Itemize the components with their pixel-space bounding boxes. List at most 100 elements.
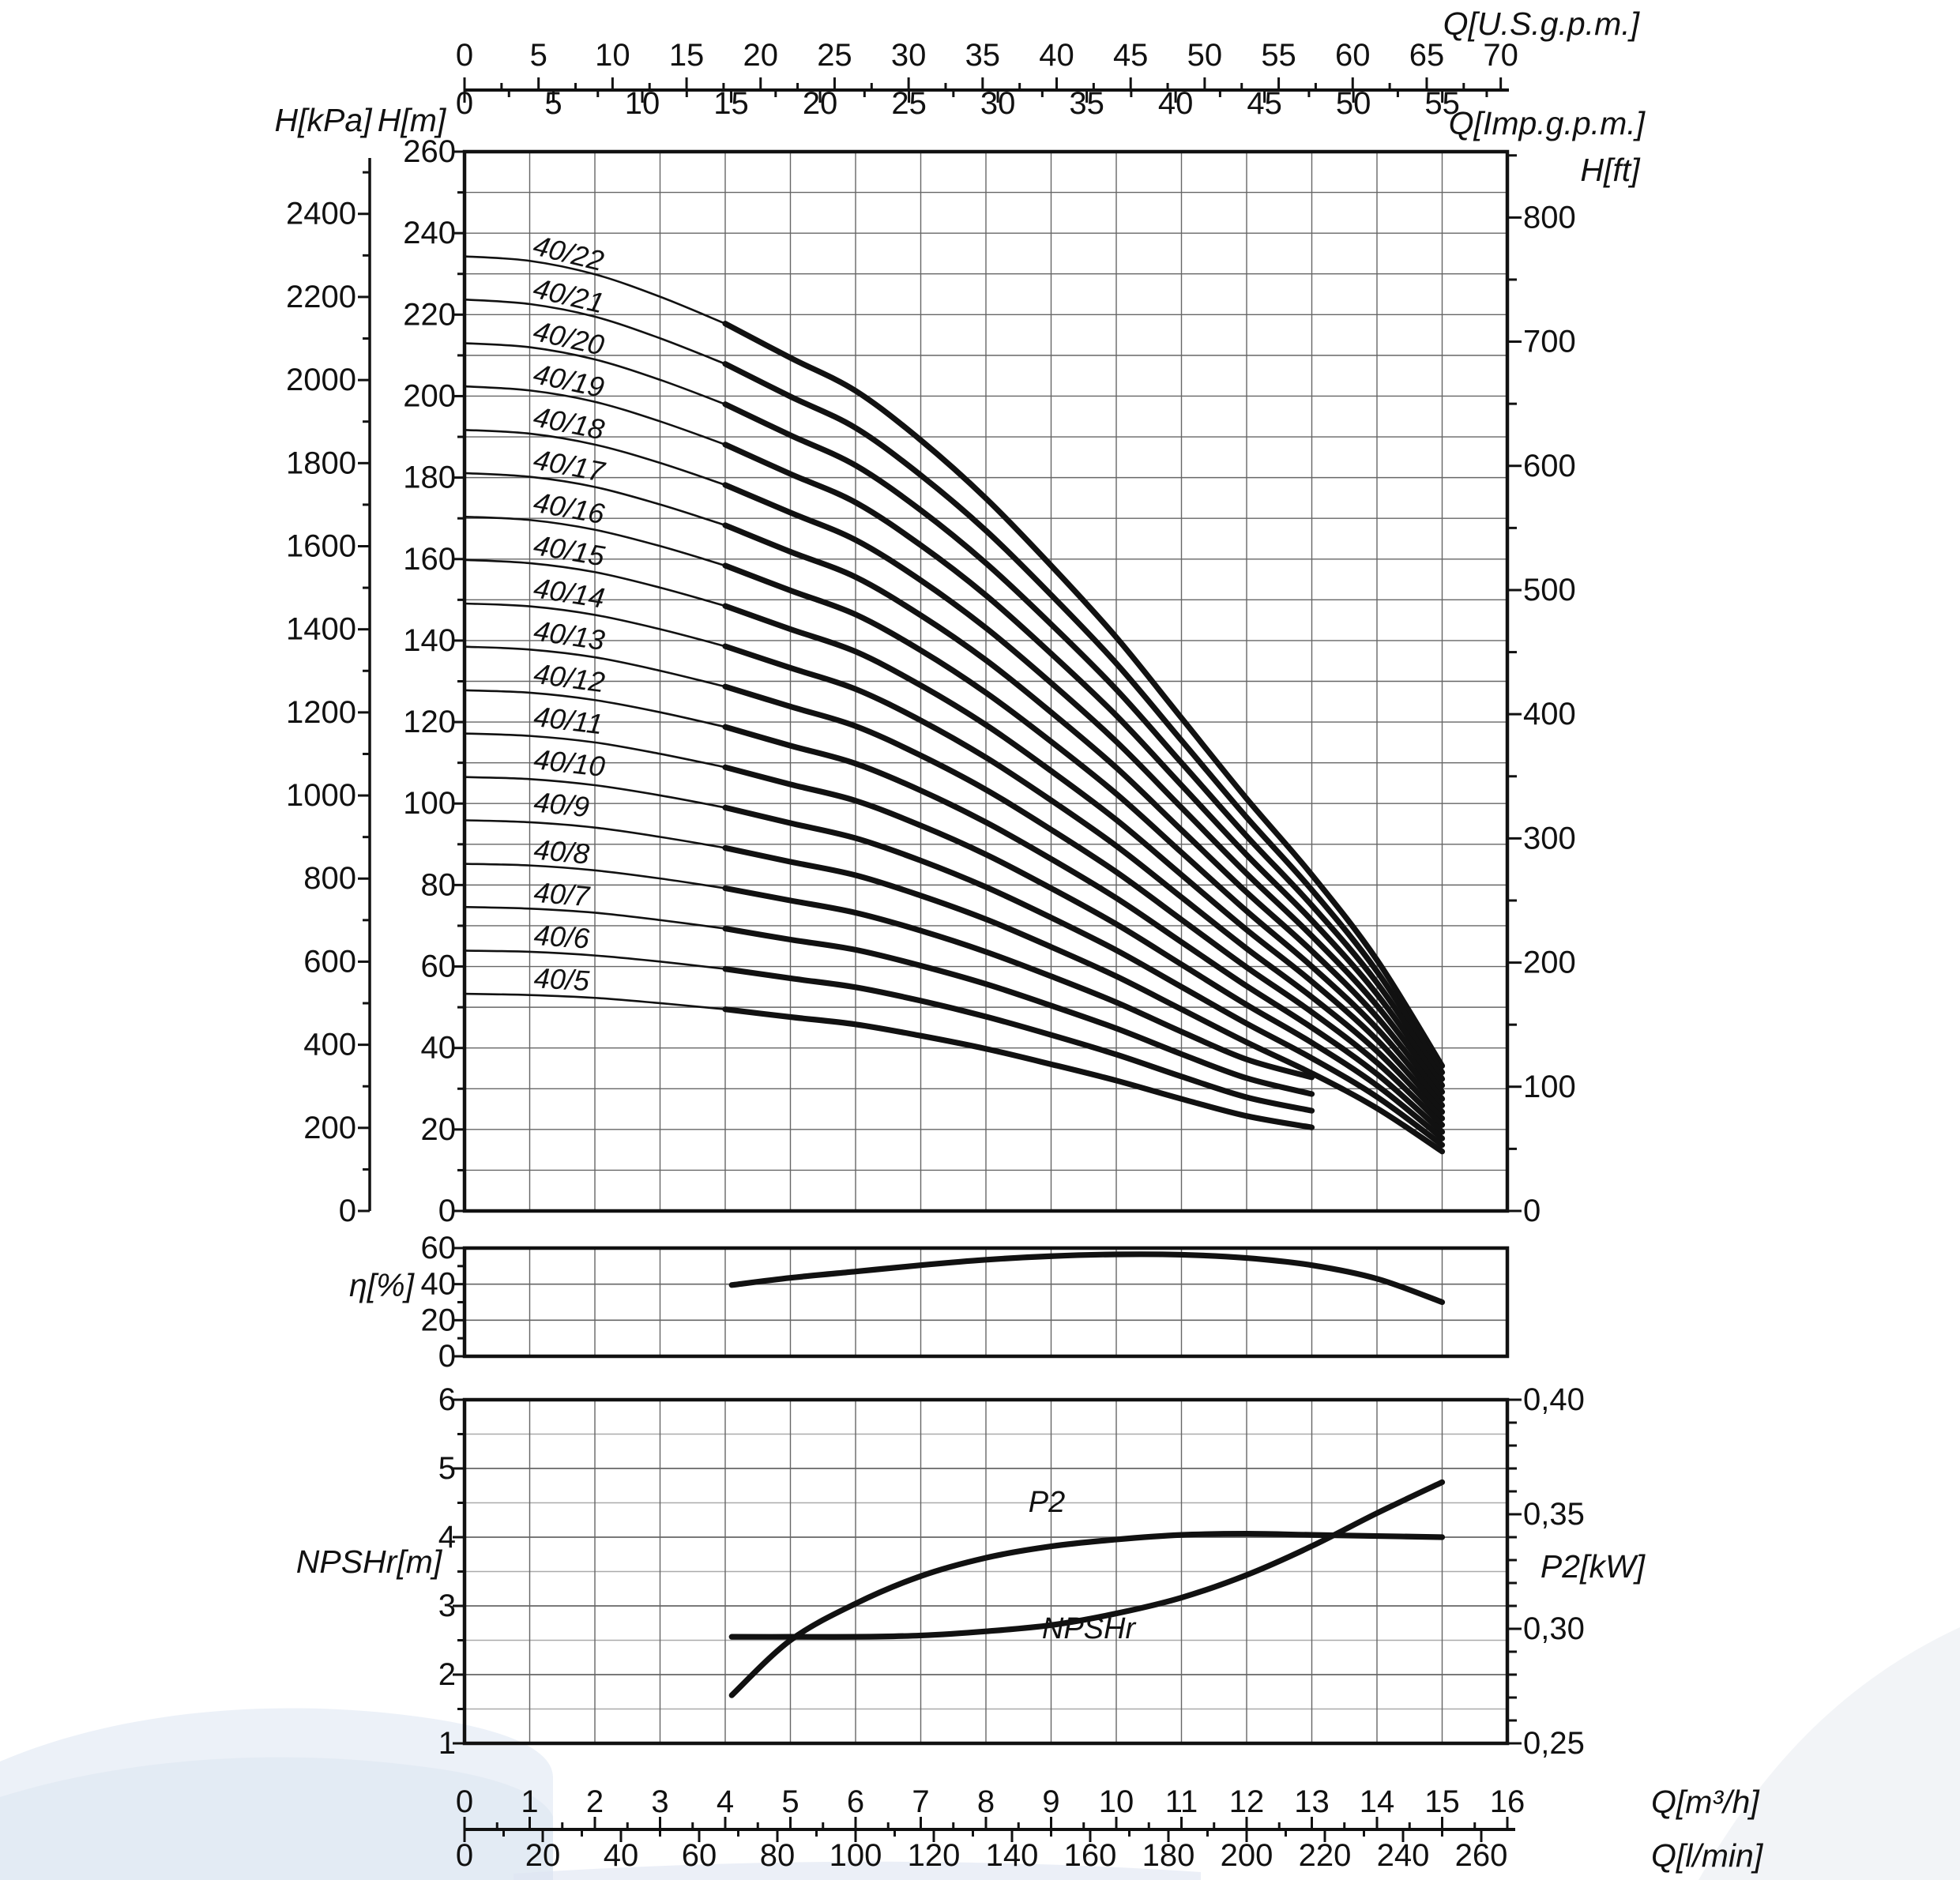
curve-annotations: P2 NPSHr [1029, 1486, 1137, 1645]
head-curve-thin-40/17 [463, 472, 727, 527]
q-m3h-tick-label: 16 [1490, 1784, 1525, 1819]
flow-lmin-axis-title: Q[l/min] [1651, 1837, 1764, 1874]
p2-tick-label: 0,35 [1523, 1497, 1585, 1532]
head-curve-40/7 [722, 925, 1315, 1097]
h-kpa-tick-label: 200 [303, 1111, 356, 1145]
q-m3h-tick-label: 12 [1229, 1784, 1265, 1819]
q-m3h-tick-label: 9 [1042, 1784, 1059, 1819]
background-wave [514, 1861, 1201, 1880]
head-curve-thin-40/6 [463, 949, 727, 970]
npsh-tick-label: 3 [438, 1589, 456, 1623]
head-curve-thin-40/5 [463, 992, 727, 1010]
p2-tick-label: 0,25 [1523, 1726, 1585, 1761]
h-kpa-tick-label: 2200 [286, 280, 356, 314]
eta-curve [728, 1251, 1446, 1306]
q-lmin-tick-label: 240 [1377, 1838, 1430, 1873]
q-m3h-tick-label: 5 [781, 1784, 799, 1819]
q-m3h-tick-label: 2 [586, 1784, 604, 1819]
head-kpa-axis-title: H[kPa] [274, 102, 373, 138]
curve-label-40/17: 40/17 [531, 443, 608, 489]
q-m3h-tick-label: 11 [1165, 1784, 1198, 1819]
head-curve-thin-40/21 [463, 298, 727, 366]
q-lmin-tick-label: 80 [760, 1838, 796, 1873]
head-curve-thin-40/10 [463, 776, 727, 809]
us-gpm-tick-label: 15 [669, 38, 705, 73]
h-ft-tick-label: 200 [1523, 946, 1576, 980]
q-m3h-tick-label: 0 [456, 1784, 473, 1819]
curve-label-40/10: 40/10 [532, 743, 607, 783]
curve-label-40/12: 40/12 [532, 657, 607, 699]
q-lmin-tick-label: 100 [830, 1838, 882, 1873]
h-m-tick-label: 160 [403, 542, 456, 577]
head-curve-40/21 [722, 361, 1446, 1076]
h-ft-tick-label: 500 [1523, 573, 1576, 607]
background-wave [1699, 1627, 1960, 1880]
curve-label-40/15: 40/15 [532, 528, 608, 573]
h-m-tick-label: 60 [421, 949, 457, 984]
p2-curve [728, 1531, 1446, 1698]
q-lmin-tick-label: 140 [986, 1838, 1039, 1873]
q-m3h-tick-label: 3 [651, 1784, 668, 1819]
h-kpa-tick-label: 2000 [286, 363, 356, 397]
npsh-tick-label: 1 [438, 1726, 456, 1761]
head-curve-thin-40/20 [463, 342, 727, 406]
npsh-tick-label: 6 [438, 1382, 456, 1417]
h-m-tick-label: 100 [403, 786, 456, 821]
h-m-tick-label: 240 [403, 216, 456, 250]
us-gpm-tick-label: 50 [1187, 38, 1223, 73]
h-ft-tick-label: 0 [1523, 1194, 1541, 1228]
h-ft-tick-label: 400 [1523, 697, 1576, 731]
q-lmin-tick-label: 0 [456, 1838, 473, 1873]
head-curve-40/15 [722, 603, 1446, 1115]
head-curve-thin-40/12 [463, 689, 727, 728]
curve-label-40/7: 40/7 [532, 876, 592, 913]
npsh-tick-label: 2 [438, 1657, 456, 1692]
us-gpm-tick-label: 25 [817, 38, 852, 73]
curve-label-40/22: 40/22 [530, 229, 607, 277]
q-m3h-tick-label: 14 [1360, 1784, 1395, 1819]
h-ft-tick-label: 100 [1523, 1070, 1576, 1104]
us-gpm-tick-label: 70 [1483, 38, 1518, 73]
head-curve-40/9 [722, 844, 1446, 1155]
us-gpm-tick-label: 45 [1113, 38, 1149, 73]
curve-label-40/9: 40/9 [532, 785, 591, 823]
curve-label-40/6: 40/6 [533, 919, 592, 955]
h-kpa-tick-label: 400 [303, 1028, 356, 1062]
head-curve-thin-40/7 [463, 905, 727, 930]
head-curve-40/17 [722, 522, 1446, 1102]
q-lmin-tick-label: 120 [908, 1838, 961, 1873]
p2-tick-label: 0,30 [1523, 1611, 1585, 1646]
imp-gpm-tick-label: 35 [1069, 86, 1104, 121]
us-gpm-tick-label: 10 [595, 38, 630, 73]
head-curve-thin-40/9 [463, 819, 727, 849]
npsh-tick-label: 5 [438, 1451, 456, 1486]
head-curve-thin-40/13 [463, 645, 727, 688]
head-curve-thin-40/14 [463, 602, 727, 648]
p2-axis-title: P2[kW] [1541, 1548, 1646, 1585]
head-curve-thin-40/18 [463, 428, 727, 487]
us-gpm-axis-title: Q[U.S.g.p.m.] [1443, 6, 1641, 42]
h-kpa-tick-label: 1200 [286, 695, 356, 730]
imp-gpm-axis-title: Q[Imp.g.p.m.] [1449, 105, 1646, 141]
head-curve-thin-40/11 [463, 732, 727, 769]
npshr-axis-title: NPSHr[m] [296, 1543, 443, 1580]
q-m3h-tick-label: 8 [977, 1784, 995, 1819]
q-m3h-tick-label: 1 [521, 1784, 538, 1819]
h-m-tick-label: 180 [403, 461, 456, 495]
q-lmin-tick-label: 20 [525, 1838, 561, 1873]
curve-label-40/19: 40/19 [531, 357, 608, 404]
imp-gpm-tick-label: 5 [544, 86, 562, 121]
h-m-tick-label: 120 [403, 705, 456, 739]
imp-gpm-tick-label: 55 [1424, 86, 1460, 121]
h-kpa-tick-label: 600 [303, 944, 356, 979]
h-m-tick-label: 20 [421, 1112, 457, 1147]
head-curve-thin-40/22 [463, 255, 727, 325]
head-ft-axis-title: H[ft] [1580, 152, 1641, 188]
curve-label-40/18: 40/18 [531, 400, 607, 446]
eta-tick-label: 60 [421, 1231, 457, 1265]
npshr-curve [728, 1479, 1446, 1640]
curve-label-40/5: 40/5 [533, 961, 591, 997]
h-m-tick-label: 80 [421, 867, 457, 902]
